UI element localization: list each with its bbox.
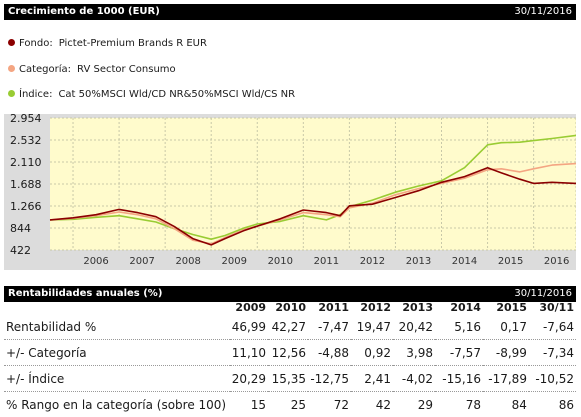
cell: 3,98 xyxy=(393,340,435,366)
cell: -10,52 xyxy=(529,366,576,392)
col-header: 30/11 xyxy=(529,300,576,314)
x-tick-label: 2006 xyxy=(83,256,108,267)
cell: -7,34 xyxy=(529,340,576,366)
legend-index: Índice: Cat 50%MSCI Wld/CD NR&50%MSCI Wld… xyxy=(8,89,295,100)
returns-header-blank xyxy=(4,300,230,314)
table-row: +/- Categoría 11,10 12,56 -4,88 0,92 3,9… xyxy=(4,340,576,366)
y-tick-label: 1.688 xyxy=(10,178,42,191)
cell: 25 xyxy=(268,392,308,417)
cell: -7,47 xyxy=(308,314,351,340)
returns-title: Rentabilidades anuales (%) xyxy=(8,288,162,299)
y-tick-label: 2.532 xyxy=(10,134,42,147)
cell: 72 xyxy=(308,392,351,417)
y-tick-label: 1.266 xyxy=(10,200,42,213)
row-label: Rentabilidad % xyxy=(4,314,230,340)
growth-chart: 422 844 1.266 1.688 2.110 2.532 2.954 2006 2007 2… xyxy=(4,114,576,270)
cell: -12,75 xyxy=(308,366,351,392)
legend-category-key: Categoría: xyxy=(19,64,71,75)
cell: -15,16 xyxy=(435,366,483,392)
cell: 29 xyxy=(393,392,435,417)
growth-header: Crecimiento de 1000 (EUR) 30/11/2016 xyxy=(4,4,576,20)
cell: -7,57 xyxy=(435,340,483,366)
cell: -4,02 xyxy=(393,366,435,392)
col-header: 2014 xyxy=(435,300,483,314)
x-tick-label: 2011 xyxy=(314,256,339,267)
legend-category-name: RV Sector Consumo xyxy=(77,64,176,75)
cell: 78 xyxy=(435,392,483,417)
table-row: Rentabilidad % 46,99 42,27 -7,47 19,47 2… xyxy=(4,314,576,340)
table-row: % Rango en la categoría (sobre 100) 15 2… xyxy=(4,392,576,417)
returns-header-row: 2009 2010 2011 2012 2013 2014 2015 30/11 xyxy=(4,300,576,314)
col-header: 2012 xyxy=(351,300,393,314)
legend-category-marker xyxy=(8,65,15,72)
legend-fund-key: Fondo: xyxy=(19,38,53,49)
cell: 15,35 xyxy=(268,366,308,392)
x-tick-label: 2008 xyxy=(175,256,200,267)
legend-fund-marker xyxy=(8,39,15,46)
col-header: 2011 xyxy=(308,300,351,314)
legend-index-key: Índice: xyxy=(19,89,52,100)
cell: 2,41 xyxy=(351,366,393,392)
plot-area xyxy=(50,118,576,250)
x-tick-label: 2014 xyxy=(452,256,477,267)
y-tick-label: 422 xyxy=(10,244,31,257)
x-tick-label: 2013 xyxy=(406,256,431,267)
cell: -4,88 xyxy=(308,340,351,366)
row-label: +/- Índice xyxy=(4,366,230,392)
cell: 5,16 xyxy=(435,314,483,340)
cell: 15 xyxy=(230,392,268,417)
growth-date: 30/11/2016 xyxy=(514,6,572,17)
cell: 11,10 xyxy=(230,340,268,366)
legend-fund-name: Pictet-Premium Brands R EUR xyxy=(59,38,207,49)
cell: 12,56 xyxy=(268,340,308,366)
x-tick-label: 2015 xyxy=(498,256,523,267)
cell: -7,64 xyxy=(529,314,576,340)
legend-index-marker xyxy=(8,90,15,97)
cell: -8,99 xyxy=(483,340,529,366)
x-tick-label: 2009 xyxy=(222,256,247,267)
returns-table: 2009 2010 2011 2012 2013 2014 2015 30/11… xyxy=(4,300,576,417)
cell: 20,42 xyxy=(393,314,435,340)
y-tick-label: 844 xyxy=(10,222,31,235)
col-header: 2010 xyxy=(268,300,308,314)
row-label: % Rango en la categoría (sobre 100) xyxy=(4,392,230,417)
x-tick-label: 2007 xyxy=(129,256,154,267)
cell: 84 xyxy=(483,392,529,417)
legend-index-name: Cat 50%MSCI Wld/CD NR&50%MSCI Wld/CS NR xyxy=(58,89,295,100)
cell: -17,89 xyxy=(483,366,529,392)
col-header: 2009 xyxy=(230,300,268,314)
cell: 0,17 xyxy=(483,314,529,340)
legend-fund: Fondo: Pictet-Premium Brands R EUR xyxy=(8,38,207,49)
col-header: 2013 xyxy=(393,300,435,314)
y-tick-label: 2.110 xyxy=(10,156,42,169)
cell: 0,92 xyxy=(351,340,393,366)
x-tick-label: 2016 xyxy=(544,256,569,267)
legend-category: Categoría: RV Sector Consumo xyxy=(8,64,176,75)
cell: 42 xyxy=(351,392,393,417)
cell: 86 xyxy=(529,392,576,417)
y-tick-label: 2.954 xyxy=(10,114,42,125)
cell: 42,27 xyxy=(268,314,308,340)
growth-title: Crecimiento de 1000 (EUR) xyxy=(8,6,160,17)
col-header: 2015 xyxy=(483,300,529,314)
cell: 46,99 xyxy=(230,314,268,340)
table-row: +/- Índice 20,29 15,35 -12,75 2,41 -4,02… xyxy=(4,366,576,392)
x-tick-label: 2012 xyxy=(360,256,385,267)
cell: 19,47 xyxy=(351,314,393,340)
cell: 20,29 xyxy=(230,366,268,392)
row-label: +/- Categoría xyxy=(4,340,230,366)
x-tick-label: 2010 xyxy=(268,256,293,267)
returns-date: 30/11/2016 xyxy=(514,288,572,299)
